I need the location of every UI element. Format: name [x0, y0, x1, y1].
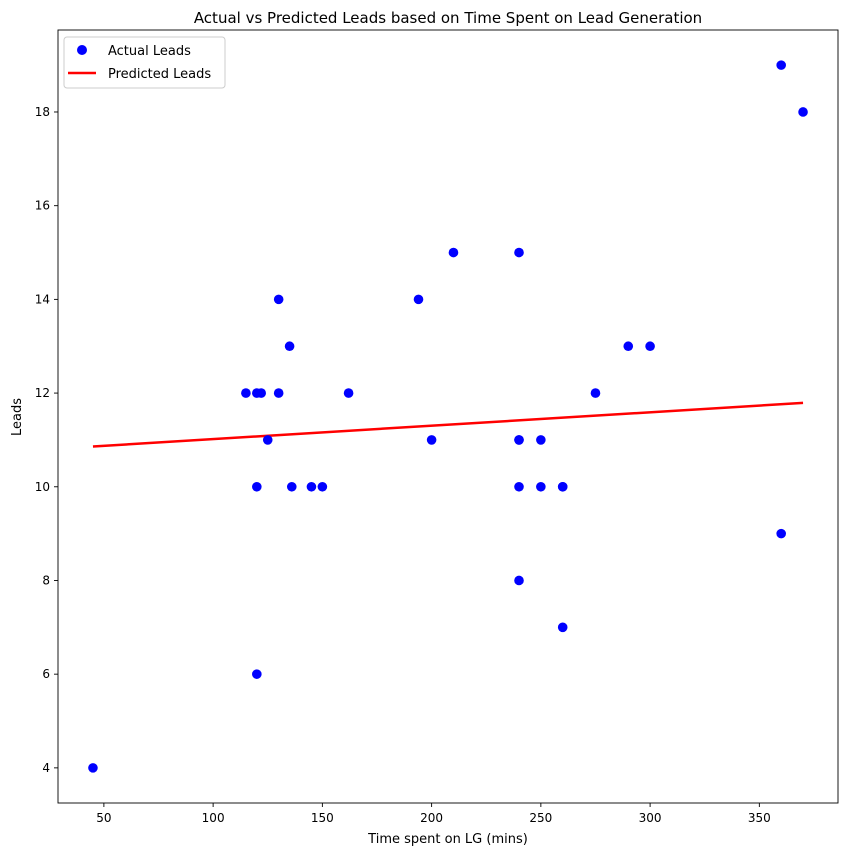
actual-leads-point: [536, 435, 546, 445]
predicted-leads-line: [92, 401, 804, 448]
y-axis: 4 6 8 10 12 14 16 18: [35, 105, 58, 775]
actual-leads-point: [306, 481, 317, 492]
actual-leads-point: [536, 481, 546, 492]
series-layer: [88, 60, 808, 773]
x-tick-label: 300: [639, 811, 662, 825]
actual-leads-point: [343, 388, 354, 398]
actual-leads-point: [252, 481, 262, 492]
y-tick-label: 16: [35, 199, 50, 213]
x-tick-label: 250: [529, 811, 552, 825]
actual-leads-point: [286, 481, 297, 492]
legend-frame: [63, 36, 226, 89]
legend: Actual Leads Predicted Leads: [63, 36, 226, 89]
x-tick-label: 350: [748, 811, 771, 825]
actual-leads-point: [623, 341, 634, 352]
actual-leads-point: [88, 763, 98, 773]
legend-label-predicted: Predicted Leads: [108, 67, 211, 82]
actual-leads-point: [514, 481, 524, 492]
y-tick-label: 12: [35, 386, 50, 400]
y-tick-label: 14: [35, 292, 50, 306]
actual-leads-point: [798, 107, 808, 117]
y-axis-label: Leads: [10, 398, 25, 436]
x-axis: 50 100 150 200 250 300 350: [96, 803, 771, 825]
actual-leads-point: [426, 435, 437, 445]
y-tick-label: 4: [42, 761, 50, 775]
legend-label-actual: Actual Leads: [108, 44, 191, 59]
actual-leads-point: [557, 481, 568, 492]
plot-frame: [57, 29, 839, 804]
y-tick-label: 6: [42, 667, 50, 681]
actual-leads-point: [514, 247, 524, 258]
actual-leads-point: [557, 622, 568, 633]
x-tick-label: 150: [311, 811, 334, 825]
actual-leads-point: [256, 388, 266, 398]
actual-leads-point: [273, 388, 284, 398]
actual-leads-point: [514, 575, 524, 586]
actual-leads-point: [514, 435, 524, 445]
actual-leads-point: [284, 341, 295, 352]
actual-leads-point: [262, 435, 273, 445]
x-tick-label: 200: [420, 811, 443, 825]
actual-leads-point: [776, 60, 786, 70]
actual-leads-point: [317, 481, 328, 492]
y-tick-label: 18: [35, 105, 50, 119]
actual-leads-point: [448, 247, 459, 258]
actual-leads-point: [776, 528, 786, 539]
actual-leads-point: [645, 341, 655, 352]
actual-leads-point: [273, 294, 284, 305]
actual-leads-point: [241, 388, 251, 398]
y-tick-label: 10: [35, 480, 50, 494]
x-tick-label: 100: [202, 811, 225, 825]
actual-leads-point: [590, 388, 601, 398]
x-axis-label: Time spent on LG (mins): [367, 832, 528, 847]
chart-title: Actual vs Predicted Leads based on Time …: [194, 9, 702, 27]
actual-leads-point: [413, 294, 424, 305]
y-tick-label: 8: [42, 573, 50, 587]
actual-leads-point: [252, 669, 262, 679]
legend-marker-actual: [77, 45, 87, 55]
x-tick-label: 50: [96, 811, 111, 825]
